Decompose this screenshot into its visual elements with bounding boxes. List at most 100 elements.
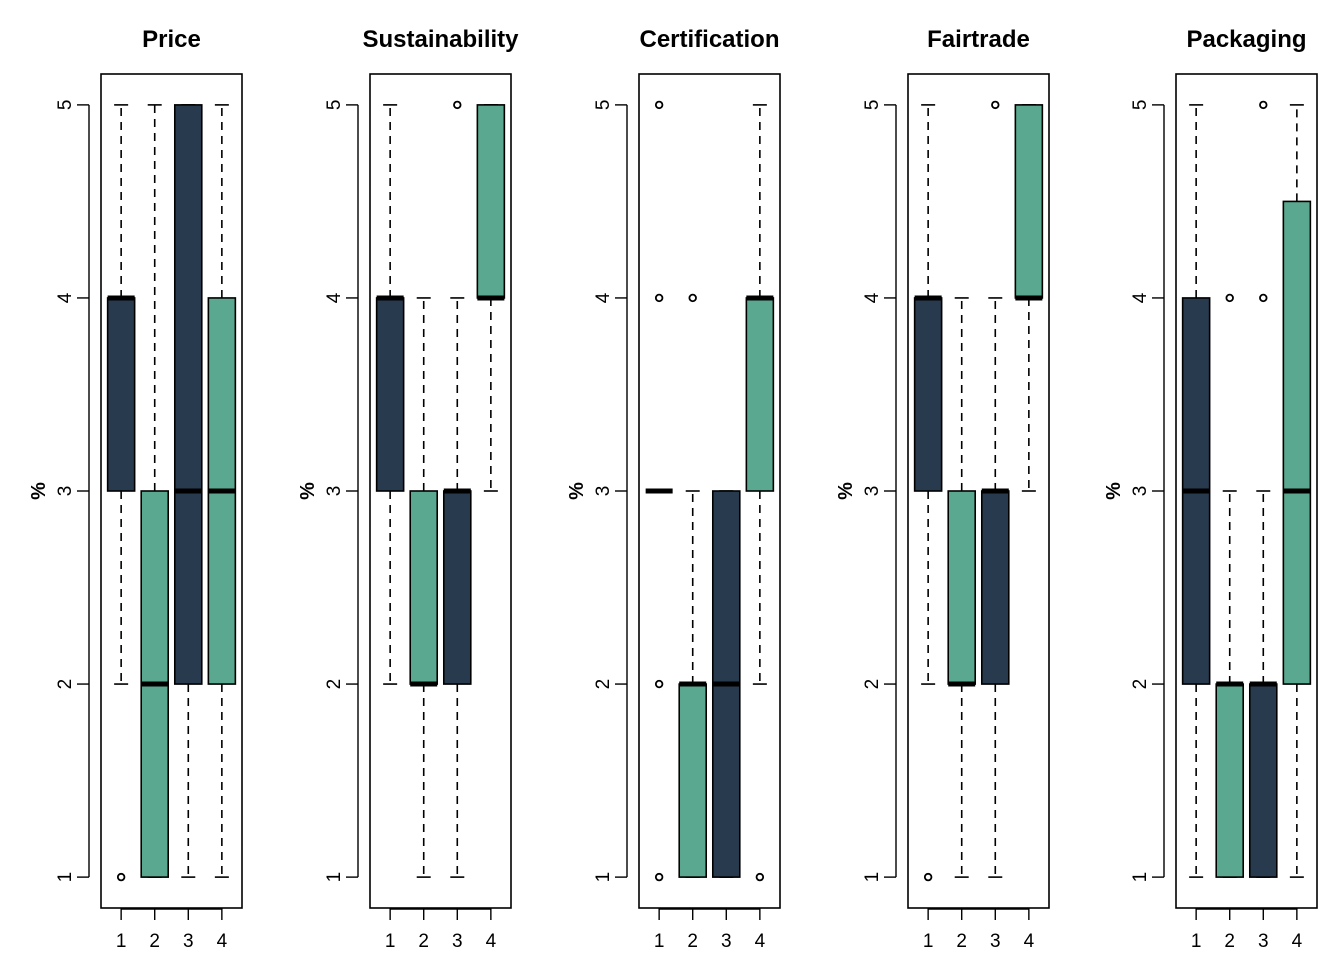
y-axis-label: % (28, 482, 50, 500)
outlier-point (1259, 293, 1268, 303)
x-tick-label: 2 (149, 931, 160, 952)
y-tick-label: 4 (862, 292, 883, 303)
y-tick-label: 5 (593, 100, 614, 111)
panel-title: Fairtrade (927, 26, 1030, 53)
box-2 (1215, 293, 1245, 878)
box-body (745, 297, 775, 492)
y-tick-label: 1 (1130, 872, 1151, 883)
outlier-point (116, 872, 126, 882)
y-tick-label: 3 (593, 486, 614, 497)
outlier-point (654, 293, 664, 303)
box-body (173, 104, 203, 685)
box-3 (173, 104, 203, 878)
panel-title: Sustainability (362, 26, 519, 53)
box-2 (140, 104, 170, 878)
panel-packaging: Packaging% 1 2 3 4 5 1 2 3 4 (1103, 26, 1318, 952)
y-tick-label: 1 (324, 872, 345, 883)
x-tick-label: 4 (1024, 931, 1035, 952)
box-body (1282, 200, 1312, 685)
outlier-point (991, 100, 1000, 110)
y-tick-label: 5 (862, 100, 883, 111)
x-tick-label: 4 (217, 931, 228, 952)
y-tick-label: 5 (324, 100, 345, 111)
panel-title: Certification (639, 26, 779, 53)
y-tick-label: 2 (1130, 679, 1151, 690)
x-tick-label: 1 (385, 931, 396, 952)
x-tick-label: 3 (1258, 931, 1269, 952)
x-tick-label: 1 (1191, 931, 1202, 952)
x-tick-label: 4 (486, 931, 497, 952)
y-axis-label: % (835, 482, 857, 500)
box-body (947, 490, 977, 685)
y-tick-label: 4 (55, 292, 76, 303)
y-axis-label: % (297, 482, 319, 500)
y-tick-label: 5 (55, 100, 76, 111)
y-tick-label: 4 (593, 292, 614, 303)
outlier-point (755, 872, 765, 882)
box-3 (1248, 100, 1278, 878)
y-tick-label: 3 (55, 486, 76, 497)
panel-title: Price (142, 26, 201, 53)
box-4 (476, 104, 506, 492)
plot-frame (369, 73, 512, 909)
plot-frame (907, 73, 1050, 909)
x-tick-label: 2 (418, 931, 429, 952)
box-body (1014, 104, 1044, 299)
x-tick-label: 4 (1292, 931, 1303, 952)
box-1 (375, 104, 405, 685)
y-tick-label: 4 (324, 292, 345, 303)
outlier-point (654, 872, 664, 882)
box-body (442, 490, 472, 685)
outlier-point (1225, 293, 1234, 303)
box-body (1215, 683, 1245, 878)
box-3 (980, 100, 1010, 878)
box-4 (207, 104, 237, 878)
box-2 (678, 293, 708, 878)
panel-certification: Certification% 1 2 3 4 5 1 2 3 4 (566, 26, 781, 952)
box-body (980, 490, 1010, 685)
y-tick-label: 4 (1130, 292, 1151, 303)
x-tick-label: 2 (956, 931, 967, 952)
y-tick-label: 1 (55, 872, 76, 883)
box-1 (913, 104, 943, 882)
x-tick-label: 4 (755, 931, 766, 952)
outlier-point (1259, 100, 1268, 110)
panel-price: Price% 1 2 3 4 5 1 2 3 4 (28, 26, 243, 952)
y-tick-label: 3 (324, 486, 345, 497)
outlier-point (453, 100, 462, 110)
x-tick-label: 3 (452, 931, 463, 952)
box-body (913, 297, 943, 492)
panel-title: Packaging (1186, 26, 1306, 53)
y-tick-label: 3 (1130, 486, 1151, 497)
outlier-point (923, 872, 933, 882)
box-1 (106, 104, 136, 882)
y-axis-label: % (1103, 482, 1125, 500)
y-tick-label: 1 (862, 872, 883, 883)
box-body (409, 490, 439, 685)
box-3 (442, 100, 472, 878)
x-tick-label: 1 (923, 931, 934, 952)
box-body (476, 104, 506, 299)
y-tick-label: 2 (324, 679, 345, 690)
y-tick-label: 2 (55, 679, 76, 690)
x-tick-label: 1 (116, 931, 127, 952)
panel-sustainability: Sustainability% 1 2 3 4 5 1 2 3 4 (297, 26, 519, 952)
x-tick-label: 3 (183, 931, 194, 952)
x-tick-label: 2 (687, 931, 698, 952)
y-tick-label: 2 (593, 679, 614, 690)
x-tick-label: 3 (721, 931, 732, 952)
box-body (678, 683, 708, 878)
box-2 (409, 297, 439, 878)
x-tick-label: 3 (990, 931, 1001, 952)
panel-fairtrade: Fairtrade% 1 2 3 4 5 1 2 3 4 (835, 26, 1050, 952)
box-4 (745, 104, 775, 882)
box-4 (1014, 104, 1044, 492)
outlier-point (654, 679, 664, 689)
y-tick-label: 5 (1130, 100, 1151, 111)
box-body (375, 297, 405, 492)
box-4 (1282, 104, 1312, 878)
y-tick-label: 2 (862, 679, 883, 690)
box-3 (711, 490, 741, 878)
box-body (1248, 683, 1278, 878)
plot-frame (638, 73, 781, 909)
